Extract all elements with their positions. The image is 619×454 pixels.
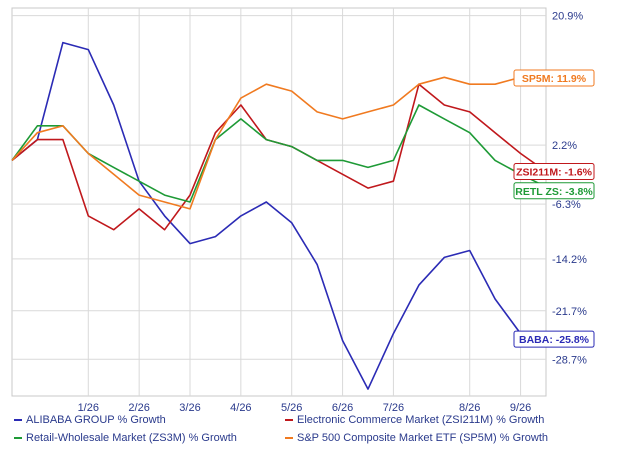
x-tick-label: 1/26 xyxy=(78,402,99,414)
y-tick-label: 20.9% xyxy=(552,11,583,23)
x-tick-label: 3/26 xyxy=(179,402,200,414)
x-tick-label: 7/26 xyxy=(383,402,404,414)
value-label-box xyxy=(513,330,595,348)
legend-item-retail: Retail-Wholesale Market (ZS3M) % Growth xyxy=(14,432,237,444)
legend-label: ALIBABA GROUP % Growth xyxy=(26,414,166,426)
y-tick-label: -6.3% xyxy=(552,199,581,211)
value-label: RETL ZS: -3.8% xyxy=(515,186,593,198)
x-tick-label: 9/26 xyxy=(510,402,531,414)
legend-swatch xyxy=(285,419,293,422)
legend-label: S&P 500 Composite Market ETF (SP5M) % Gr… xyxy=(297,432,549,444)
series-line xyxy=(11,104,547,203)
y-tick-label: -28.7% xyxy=(552,354,587,366)
value-label-box xyxy=(513,182,595,200)
x-tick-label: 6/26 xyxy=(332,402,353,414)
value-label-box xyxy=(513,69,595,87)
x-tick-label: 2/26 xyxy=(128,402,149,414)
plot-area xyxy=(11,7,547,397)
series-line xyxy=(11,76,547,210)
x-tick-label: 8/26 xyxy=(459,402,480,414)
legend-item-sp500: S&P 500 Composite Market ETF (SP5M) % Gr… xyxy=(285,432,548,444)
value-label-box xyxy=(513,163,595,181)
y-tick-label: 2.2% xyxy=(552,140,577,152)
series-line xyxy=(11,41,547,390)
legend-item-ecommerce: Electronic Commerce Market (ZSI211M) % G… xyxy=(285,414,544,426)
value-label: BABA: -25.8% xyxy=(519,334,590,346)
x-tick-label: 5/26 xyxy=(281,402,302,414)
value-label: ZSI211M: -1.6% xyxy=(516,167,593,179)
legend-label: Electronic Commerce Market (ZSI211M) % G… xyxy=(297,414,545,426)
legend-swatch xyxy=(14,437,22,440)
legend-swatch xyxy=(14,419,22,422)
legend-swatch xyxy=(285,437,293,440)
legend-item-baba: ALIBABA GROUP % Growth xyxy=(14,414,166,426)
x-tick-label: 4/26 xyxy=(230,402,251,414)
value-label: SP5M: 11.9% xyxy=(522,73,587,85)
legend-label: Retail-Wholesale Market (ZS3M) % Growth xyxy=(26,432,237,444)
y-tick-label: -21.7% xyxy=(552,306,587,318)
y-tick-label: -14.2% xyxy=(552,254,587,266)
